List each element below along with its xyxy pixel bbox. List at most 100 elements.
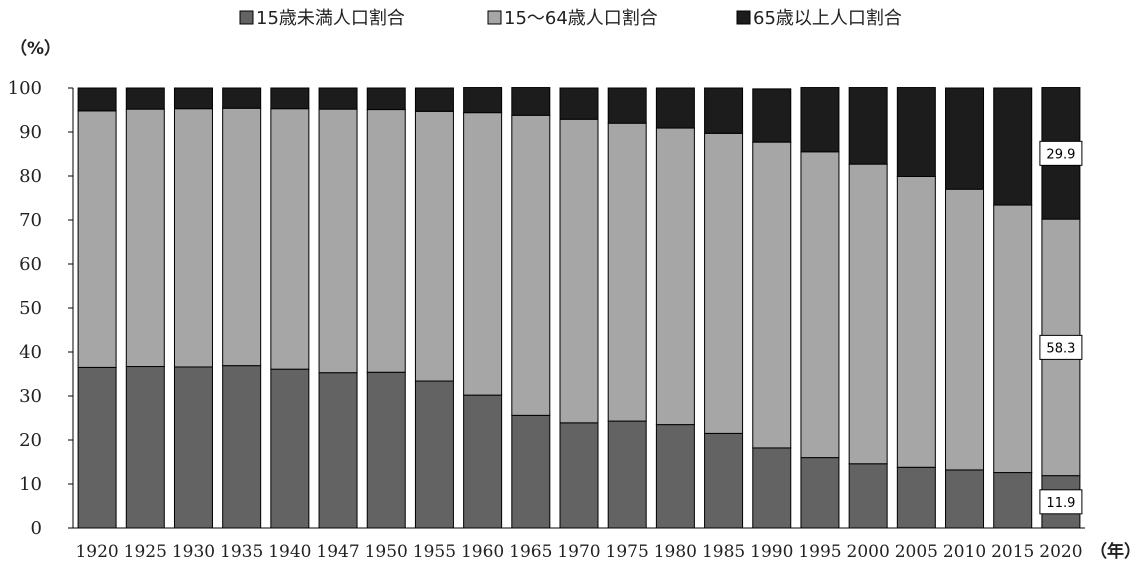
data-label: 29.9 xyxy=(1039,140,1083,166)
bar-group-2000 xyxy=(848,87,888,529)
x-tick-label: 1990 xyxy=(750,542,793,562)
bar-group-2015 xyxy=(993,87,1033,529)
x-axis-ticks: 1920 1925 1930 1935 1940 1947 1950 1955 1960 1965… xyxy=(75,542,1082,562)
bar-1947-series-2 xyxy=(318,87,358,110)
data-label-box xyxy=(1039,140,1083,166)
bar-1985-series-0 xyxy=(704,432,744,529)
bar-1920-series-1 xyxy=(77,110,117,368)
data-label: 58.3 xyxy=(1039,334,1083,360)
bar-1970-series-1 xyxy=(559,118,599,424)
y-tick-label: 10 xyxy=(19,474,42,495)
bar-1930-series-2 xyxy=(173,87,213,110)
x-axis-unit-label: （年） xyxy=(1090,541,1141,562)
bar-2010-series-0 xyxy=(945,469,985,529)
y-tick-label: 20 xyxy=(19,430,42,451)
legend-swatch xyxy=(239,10,254,25)
bar-1940-series-0 xyxy=(270,368,310,529)
bar-1955-series-1 xyxy=(414,110,454,382)
bar-1985-series-2 xyxy=(704,87,744,134)
bar-1950-series-1 xyxy=(366,109,406,373)
x-tick-label: 2015 xyxy=(991,542,1034,562)
bar-1920-series-0 xyxy=(77,366,117,529)
legend-label: 15歳未満人口割合 xyxy=(256,8,405,29)
legend-swatch xyxy=(487,10,502,25)
bar-group-1950 xyxy=(366,87,406,529)
x-tick-label: 1985 xyxy=(702,542,745,562)
bar-1947-series-0 xyxy=(318,372,358,529)
bar-1935-series-1 xyxy=(222,107,262,367)
data-label-text: 58.3 xyxy=(1046,341,1075,356)
legend-label: 65歳以上人口割合 xyxy=(753,8,902,29)
bar-2015-series-1 xyxy=(993,204,1033,474)
bar-1925-series-2 xyxy=(125,87,165,110)
bar-1955-series-0 xyxy=(414,380,454,529)
bar-1990-series-2 xyxy=(752,88,792,143)
bar-2010-series-1 xyxy=(945,188,985,471)
bar-group-2005 xyxy=(896,87,936,529)
bar-1930-series-0 xyxy=(173,366,213,529)
bar-1925-series-1 xyxy=(125,108,165,368)
bar-group-1930 xyxy=(173,87,213,529)
y-tick-label: 70 xyxy=(19,210,42,231)
bar-1990-series-0 xyxy=(752,447,792,529)
bar-2015-series-2 xyxy=(993,87,1033,206)
bar-2000-series-0 xyxy=(848,463,888,529)
legend-item: 15〜64歳人口割合 xyxy=(487,8,658,29)
y-axis-unit-label: （%） xyxy=(10,38,61,59)
x-tick-label: 1940 xyxy=(268,542,311,562)
y-tick-label: 30 xyxy=(19,386,42,407)
bar-1995-series-2 xyxy=(800,87,840,153)
bar-1970-series-2 xyxy=(559,87,599,120)
bar-1950-series-2 xyxy=(366,87,406,111)
legend: 15歳未満人口割合 15〜64歳人口割合 65歳以上人口割合 xyxy=(239,8,902,29)
bar-group-1960 xyxy=(463,87,503,529)
bars xyxy=(77,87,1081,529)
x-tick-label: 2010 xyxy=(943,542,986,562)
bar-1965-series-0 xyxy=(511,414,551,529)
bar-1970-series-0 xyxy=(559,422,599,529)
bar-group-1990 xyxy=(752,88,792,529)
bar-group-1970 xyxy=(559,87,599,529)
x-tick-label: 1980 xyxy=(654,542,697,562)
bar-1935-series-2 xyxy=(222,87,262,109)
bar-1947-series-1 xyxy=(318,108,358,374)
x-tick-label: 1995 xyxy=(798,542,841,562)
x-tick-label: 2005 xyxy=(895,542,938,562)
data-label-text: 11.9 xyxy=(1046,496,1075,511)
bar-1935-series-0 xyxy=(222,365,262,529)
x-tick-label: 1935 xyxy=(220,542,263,562)
bar-1925-series-0 xyxy=(125,366,165,529)
y-tick-label: 90 xyxy=(19,122,42,143)
bar-group-2010 xyxy=(945,87,985,529)
bar-1980-series-0 xyxy=(655,424,695,529)
legend-label: 15〜64歳人口割合 xyxy=(504,8,658,29)
bar-1960-series-2 xyxy=(463,87,503,114)
bar-group-1980 xyxy=(655,87,695,529)
bar-1940-series-2 xyxy=(270,87,310,110)
bar-2015-series-0 xyxy=(993,472,1033,529)
x-tick-label: 1920 xyxy=(75,542,118,562)
bar-1960-series-0 xyxy=(463,394,503,529)
bar-1940-series-1 xyxy=(270,108,310,370)
y-tick-label: 0 xyxy=(31,518,42,539)
bar-1980-series-1 xyxy=(655,127,695,426)
bar-1920-series-2 xyxy=(77,87,117,112)
x-tick-label: 1965 xyxy=(509,542,552,562)
y-tick-label: 50 xyxy=(19,298,42,319)
x-tick-label: 1930 xyxy=(172,542,215,562)
x-tick-label: 1955 xyxy=(413,542,456,562)
x-tick-label: 1950 xyxy=(365,542,408,562)
bar-1950-series-0 xyxy=(366,371,406,529)
bar-2000-series-1 xyxy=(848,163,888,465)
x-tick-label: 2000 xyxy=(847,542,890,562)
y-axis-ticks: 0 10 20 30 40 50 60 70 80 90 100 xyxy=(8,78,73,539)
bar-1965-series-1 xyxy=(511,114,551,416)
bar-1975-series-1 xyxy=(607,122,647,422)
bar-group-1955 xyxy=(414,87,454,529)
bar-group-1985 xyxy=(704,87,744,529)
bar-1975-series-0 xyxy=(607,420,647,529)
legend-item: 15歳未満人口割合 xyxy=(239,8,405,29)
y-tick-label: 40 xyxy=(19,342,42,363)
bar-group-1925 xyxy=(125,87,165,529)
bar-1955-series-2 xyxy=(414,87,454,112)
